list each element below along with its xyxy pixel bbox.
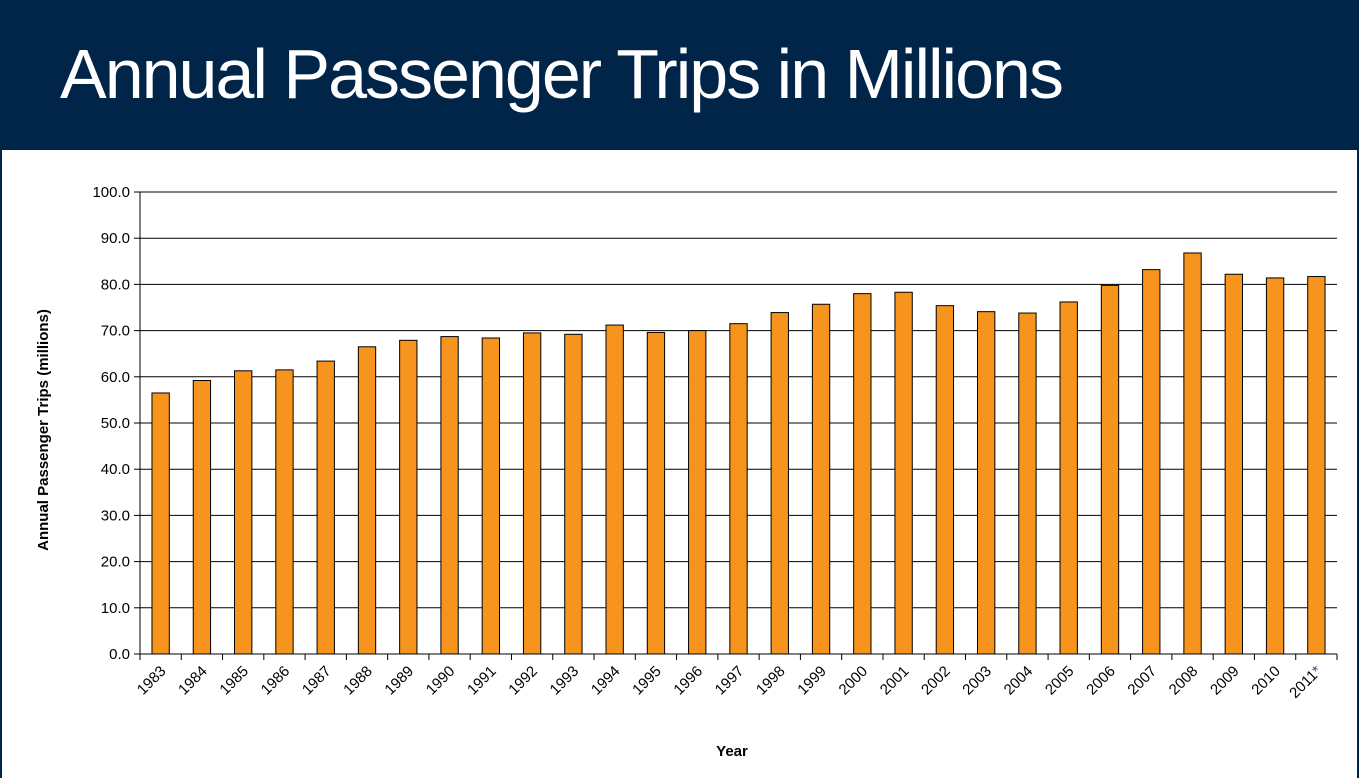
x-tick-label: 1995 bbox=[629, 663, 665, 699]
bar bbox=[192, 379, 212, 655]
bar bbox=[1018, 312, 1037, 655]
bar bbox=[1183, 252, 1202, 655]
x-tick-label: 2008 bbox=[1166, 663, 1202, 699]
x-tick-labels: 1983 1984 1985 1986 1987 1988 1989 1990 1991 1992… bbox=[134, 663, 1325, 702]
x-tick-label: 2007 bbox=[1124, 663, 1160, 699]
bar bbox=[894, 291, 913, 655]
y-tick-label: 100.0 bbox=[92, 184, 130, 201]
x-tick-label: 2000 bbox=[836, 663, 872, 699]
x-tick-label: 2011* bbox=[1286, 663, 1325, 702]
slide-header: Annual Passenger Trips in Millions bbox=[0, 0, 1359, 150]
x-tick-label: 1998 bbox=[753, 663, 789, 699]
slide-frame-right bbox=[1357, 150, 1359, 778]
bar bbox=[1307, 276, 1326, 655]
bar bbox=[1265, 277, 1285, 655]
bar bbox=[976, 311, 996, 655]
x-tick-label: 2004 bbox=[1001, 663, 1037, 699]
x-tick-label: 1993 bbox=[547, 663, 583, 699]
y-tick-label: 20.0 bbox=[101, 554, 130, 571]
slide-title: Annual Passenger Trips in Millions bbox=[60, 35, 1064, 113]
bar bbox=[151, 392, 170, 655]
bar bbox=[1142, 269, 1161, 655]
y-tick-label: 80.0 bbox=[101, 276, 130, 293]
x-tick-label: 2001 bbox=[877, 663, 913, 699]
bar bbox=[935, 305, 955, 655]
x-tick-label: 1985 bbox=[216, 663, 252, 699]
x-tick-label: 1996 bbox=[670, 663, 706, 699]
x-tick-label: 2010 bbox=[1248, 663, 1284, 699]
footnote-asterisk: * bbox=[1309, 663, 1325, 679]
y-tick-label: 50.0 bbox=[101, 415, 130, 432]
bar bbox=[853, 293, 872, 655]
bar bbox=[399, 339, 418, 655]
bar bbox=[522, 332, 542, 655]
y-axis-title: Annual Passenger Trips (millions) bbox=[35, 309, 52, 551]
y-tick-label: 90.0 bbox=[101, 230, 130, 247]
bar-chart: 0.0 10.0 20.0 30.0 40.0 50.0 60.0 70.0 80.0 90.0 1… bbox=[35, 184, 1338, 760]
bar bbox=[646, 331, 666, 655]
x-tick-label: 1987 bbox=[299, 663, 335, 699]
x-tick-label: 1989 bbox=[382, 663, 418, 699]
y-tick-label: 0.0 bbox=[109, 646, 130, 663]
bar bbox=[234, 370, 253, 655]
x-tick-label: 2003 bbox=[959, 663, 995, 699]
bar bbox=[1059, 301, 1078, 655]
x-tick-label: 2002 bbox=[918, 663, 954, 699]
x-tick-label: 2005 bbox=[1042, 663, 1078, 699]
y-tick-label: 10.0 bbox=[101, 600, 130, 617]
bars bbox=[151, 252, 1326, 655]
x-tick-label: 1999 bbox=[794, 663, 830, 699]
bar bbox=[688, 330, 707, 655]
x-tick-label: 1988 bbox=[340, 663, 376, 699]
x-tick-label: 2009 bbox=[1207, 663, 1243, 699]
axes bbox=[134, 191, 1338, 660]
bar bbox=[564, 333, 583, 655]
slide-frame-left bbox=[0, 150, 2, 778]
x-tick-label: 1994 bbox=[588, 663, 624, 699]
y-tick-labels: 0.0 10.0 20.0 30.0 40.0 50.0 60.0 70.0 80.0 90.0 1… bbox=[92, 184, 130, 663]
y-tick-label: 30.0 bbox=[101, 507, 130, 524]
x-tick-label: 1986 bbox=[258, 663, 294, 699]
x-tick-label: 1997 bbox=[712, 663, 748, 699]
y-tick-label: 60.0 bbox=[101, 369, 130, 386]
bar bbox=[605, 324, 624, 655]
x-tick-label: 1983 bbox=[134, 663, 170, 699]
bar bbox=[440, 336, 459, 655]
bar bbox=[729, 323, 748, 655]
bar bbox=[811, 303, 831, 655]
x-axis-title: Year bbox=[716, 743, 748, 760]
bar bbox=[481, 337, 501, 655]
x-tick-label: 2006 bbox=[1083, 663, 1119, 699]
bar bbox=[1100, 284, 1120, 655]
y-tick-label: 40.0 bbox=[101, 461, 130, 478]
x-tick-label: 1992 bbox=[505, 663, 541, 699]
bar bbox=[770, 312, 789, 655]
x-tick-label: 1984 bbox=[175, 663, 211, 699]
y-tick-label: 70.0 bbox=[101, 323, 130, 340]
x-tick-label: 1990 bbox=[423, 663, 459, 699]
bar bbox=[357, 346, 377, 655]
bar bbox=[316, 360, 335, 655]
bar bbox=[1224, 273, 1243, 655]
x-tick-label: 1991 bbox=[464, 663, 500, 699]
bar bbox=[275, 369, 294, 655]
